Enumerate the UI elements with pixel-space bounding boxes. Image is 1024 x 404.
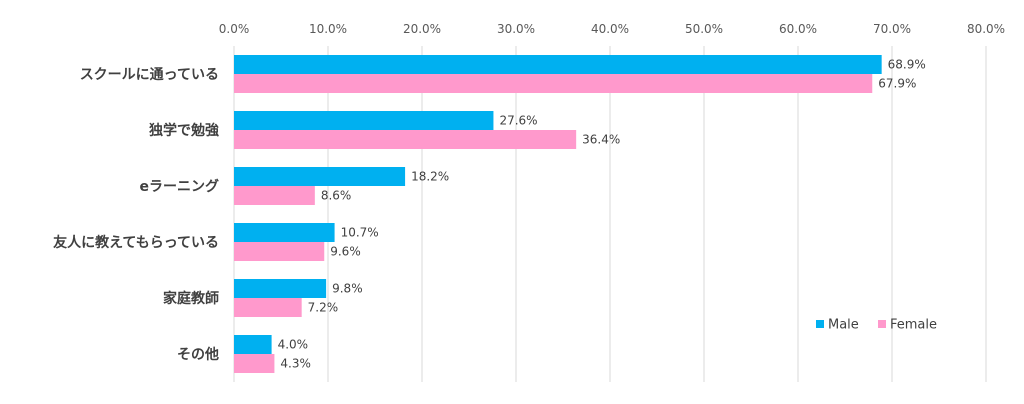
data-label: 4.3% [280, 357, 311, 371]
x-tick-label: 40.0% [591, 22, 629, 36]
category-label: スクールに通っている [80, 67, 219, 83]
data-label: 36.4% [582, 133, 620, 147]
data-label: 67.9% [878, 77, 916, 91]
x-tick-label: 50.0% [685, 22, 723, 36]
bar-male [234, 167, 406, 186]
legend-swatch-female [878, 320, 886, 328]
category-label: その他 [177, 346, 219, 363]
data-label: 68.9% [888, 58, 926, 72]
x-tick-label: 80.0% [967, 22, 1005, 36]
x-tick-label: 30.0% [497, 22, 535, 36]
x-axis-tick-labels: 0.0% 10.0% 20.0% 30.0% 40.0% 50.0% 60.0% 70.0% 8… [219, 22, 1005, 36]
legend-label-male: Male [828, 318, 859, 333]
legend-label-female: Female [890, 318, 937, 333]
bar-female [234, 130, 577, 149]
bar-female [234, 74, 873, 93]
legend: Male Female [816, 318, 937, 333]
data-label: 9.6% [330, 245, 361, 259]
category-label: 独学で勉強 [149, 122, 219, 139]
bar-female [234, 298, 302, 317]
data-labels: 68.9% 67.9% 27.6% 36.4% 18.2% 8.6% 10.7% 9.6% 9.… [278, 58, 926, 371]
gridlines [233, 46, 987, 382]
bar-male [234, 111, 494, 130]
category-label: 友人に教えてもらっている [53, 234, 219, 251]
bar-male [234, 223, 335, 242]
x-tick-label: 20.0% [403, 22, 441, 36]
bar-female [234, 354, 275, 373]
x-tick-label: 70.0% [873, 22, 911, 36]
category-label: 家庭教師 [163, 290, 219, 307]
legend-swatch-male [816, 320, 824, 328]
bars [234, 55, 882, 373]
data-label: 10.7% [341, 226, 379, 240]
data-label: 8.6% [321, 189, 352, 203]
data-label: 4.0% [278, 338, 309, 352]
data-label: 7.2% [308, 301, 339, 315]
data-label: 27.6% [499, 114, 537, 128]
bar-female [234, 242, 325, 261]
bar-male [234, 335, 272, 354]
bar-male [234, 55, 882, 74]
x-tick-label: 10.0% [309, 22, 347, 36]
x-tick-label: 60.0% [779, 22, 817, 36]
category-label: eラーニング [140, 178, 220, 195]
bar-male [234, 279, 327, 298]
bar-female [234, 186, 315, 205]
x-tick-label: 0.0% [219, 22, 250, 36]
data-label: 9.8% [332, 282, 363, 296]
data-label: 18.2% [411, 170, 449, 184]
